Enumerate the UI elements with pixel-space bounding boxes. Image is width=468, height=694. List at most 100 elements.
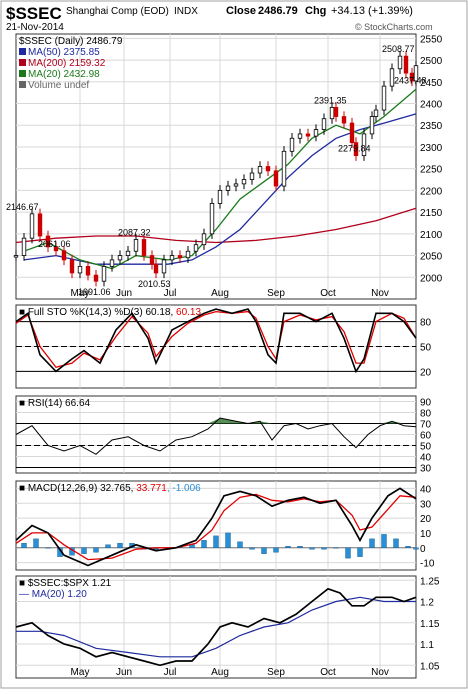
y-tick-label: 40 — [420, 484, 432, 495]
candle-body — [201, 233, 207, 246]
candle-body — [373, 109, 379, 117]
candle-body — [53, 246, 59, 252]
ratio-ma-line — [16, 596, 416, 658]
y-tick-label: 30 — [420, 499, 432, 510]
rsi-overbought-fill — [380, 421, 392, 424]
y-tick-label: 1.2 — [420, 598, 434, 609]
panels: 2000205021002150220022502300235024002450… — [6, 33, 443, 679]
y-tick-label: 50 — [420, 343, 432, 354]
y-tick-label: 2500 — [420, 56, 443, 67]
sto-k-line — [15, 308, 417, 374]
candle-body — [193, 244, 199, 252]
candle-body — [29, 213, 35, 239]
candle-body — [321, 118, 327, 130]
candle-body — [305, 133, 311, 137]
macd-histogram-bar — [21, 543, 27, 548]
y-tick-label: 2100 — [420, 230, 443, 241]
y-tick-label: 2400 — [420, 100, 443, 111]
ma20-legend-label: MA(20) 2432.98 — [28, 69, 100, 80]
macd-histogram-bar — [237, 541, 243, 548]
macd-panel: -10 0 10 20 30 40 ■ MACD(12,26,9) 32.765, 33.7… — [15, 480, 435, 571]
macd-line — [15, 487, 417, 567]
header-exchange: INDX — [174, 6, 198, 17]
macd-legend: ■ MACD(12,26,9) 32.765, 33.771, -1.006 — [19, 483, 201, 494]
candle-body — [353, 142, 359, 157]
candle-body — [125, 250, 131, 256]
candle-body — [289, 137, 295, 152]
candle-body — [265, 166, 271, 172]
y-tick-label: 2050 — [420, 252, 443, 263]
ma200-legend-swatch — [19, 59, 26, 66]
close-value: 2486.79 — [258, 5, 298, 17]
macd-histogram-bar — [309, 547, 315, 550]
price-annotation: 2437.48 — [394, 75, 427, 85]
rsi-overbought-fill — [208, 418, 220, 424]
macd-histogram-bar — [225, 532, 231, 548]
y-tick-label: 1.05 — [420, 661, 440, 672]
candle-body — [413, 65, 419, 82]
header-date: 21-Nov-2014 — [6, 22, 64, 33]
candle-body — [281, 150, 287, 187]
macd-histogram-bar — [405, 546, 411, 548]
y-tick-label: 20 — [420, 367, 432, 378]
candle-body — [109, 259, 115, 267]
month-label: Jul — [164, 288, 177, 299]
candle-body — [85, 266, 91, 276]
rsi-line — [15, 417, 417, 455]
price-annotation: 2146.67 — [6, 202, 39, 212]
ma50-legend-label: MA(50) 2375.85 — [28, 47, 100, 58]
month-label: Aug — [211, 288, 229, 299]
price-annotation: 2391.35 — [314, 95, 347, 105]
macd-histogram-bar — [357, 547, 363, 557]
ratio_ma-legend-label: — MA(20) 1.20 — [19, 589, 87, 600]
ma200-legend-label: MA(200) 2159.32 — [28, 58, 106, 69]
rsi-legend-label: ■ RSI(14) 66.64 — [19, 398, 91, 409]
macd-histogram-bar — [201, 540, 207, 548]
candle-body — [37, 213, 43, 237]
candle-body — [333, 107, 339, 117]
y-tick-label: 2150 — [420, 208, 443, 219]
macd-histogram-bar — [333, 547, 339, 549]
y-tick-label: 1.25 — [420, 576, 440, 587]
y-tick-label: 60 — [420, 431, 432, 442]
month-label: Jul — [164, 667, 177, 678]
macd-histogram-bar — [369, 538, 375, 548]
y-tick-label: 2000 — [420, 273, 443, 284]
rsi-legend: ■ RSI(14) 66.64 — [19, 398, 91, 409]
ratio-panel: 1.05 1.1 1.15 1.2 1.25 ■ $SSEC:$SPX 1.21— MA(… — [15, 575, 440, 679]
candle-body — [341, 116, 347, 124]
header-name: Shanghai Comp (EOD) — [66, 6, 169, 17]
y-tick-label: 2450 — [420, 78, 443, 89]
chg-label: Chg — [305, 5, 326, 17]
rsi-overbought-fill — [220, 418, 236, 424]
macd-legend-label: ■ MACD(12,26,9) 32.765, 33.771, -1.006 — [19, 483, 201, 494]
month-label: Sep — [267, 288, 285, 299]
candle-body — [297, 133, 303, 139]
ma200-line — [15, 207, 417, 244]
month-label: May — [71, 667, 90, 678]
hist-legend-text: , -1.006 — [167, 483, 201, 494]
y-tick-label: 1.1 — [420, 640, 434, 651]
macd-histogram-bar — [413, 547, 419, 550]
macd-histogram-bar — [261, 547, 267, 554]
month-label: Aug — [211, 667, 229, 678]
ma50-legend-swatch — [19, 48, 26, 55]
month-label: Nov — [371, 288, 389, 299]
price-panel: 2000 2050 2100 2150 2200 2250 2300 2350 2400 2450… — [6, 33, 443, 300]
candle-body — [209, 203, 215, 235]
header-symbol: $SSEC — [6, 4, 62, 23]
macd-histogram-bar — [105, 544, 111, 548]
candle-body — [117, 255, 123, 261]
candle-body — [389, 68, 395, 87]
macd-histogram-bar — [81, 547, 87, 554]
candle-body — [233, 183, 239, 187]
y-tick-label: 1.15 — [420, 619, 440, 630]
macd-histogram-bar — [117, 543, 123, 548]
y-tick-label: -10 — [420, 559, 435, 570]
close-label: Close — [226, 5, 256, 17]
y-tick-label: 20 — [420, 514, 432, 525]
candle-body — [13, 255, 19, 258]
